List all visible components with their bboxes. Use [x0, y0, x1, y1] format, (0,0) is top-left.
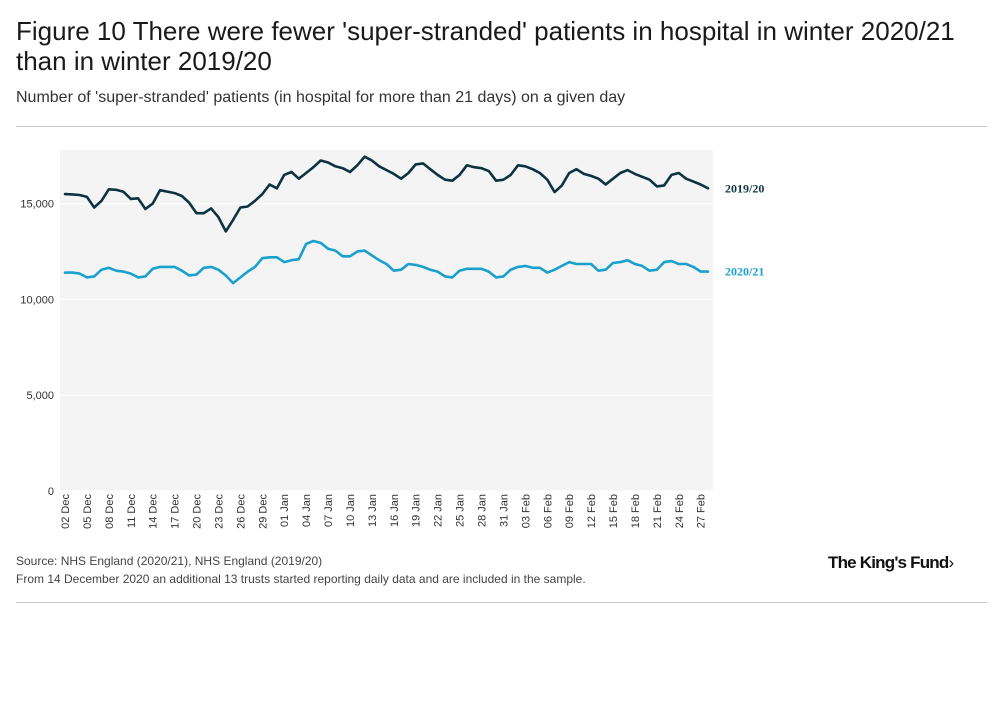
x-tick-label: 09 Feb	[564, 494, 576, 528]
source-note: Source: NHS England (2020/21), NHS Engla…	[16, 552, 586, 588]
x-tick-label: 21 Feb	[652, 494, 664, 528]
series-lines	[63, 155, 710, 285]
x-tick-label: 28 Jan	[476, 494, 488, 527]
chart-title: Figure 10 There were fewer 'super-strand…	[16, 16, 955, 76]
x-tick-label: 15 Feb	[608, 494, 620, 528]
x-tick-label: 31 Jan	[498, 494, 510, 527]
x-tick-label: 24 Feb	[674, 494, 686, 528]
x-tick-label: 03 Feb	[520, 494, 532, 528]
chart-subtitle: Number of 'super-stranded' patients (in …	[16, 89, 626, 106]
x-tick-label: 07 Jan	[323, 494, 335, 527]
y-tick-label: 5,000	[26, 390, 54, 402]
series-labels: 2019/20 2020/21	[725, 181, 764, 278]
x-tick-label: 08 Dec	[104, 494, 116, 529]
x-tick-label: 04 Jan	[301, 494, 313, 527]
series-line-2019-20	[63, 155, 710, 233]
footnote-line: From 14 December 2020 an additional 13 t…	[16, 572, 586, 586]
series-label-2019-20: 2019/20	[725, 181, 764, 195]
plot-area	[60, 150, 713, 491]
x-tick-label: 14 Dec	[148, 494, 160, 529]
x-tick-label: 16 Jan	[389, 494, 401, 527]
series-label-2020-21: 2020/21	[725, 265, 764, 279]
y-tick-label: 10,000	[20, 294, 54, 306]
x-tick-label: 19 Jan	[411, 494, 423, 527]
x-tick-label: 01 Jan	[279, 494, 291, 527]
source-line: Source: NHS England (2020/21), NHS Engla…	[16, 554, 323, 568]
x-tick-label: 05 Dec	[82, 494, 94, 529]
x-tick-label: 06 Feb	[542, 494, 554, 528]
x-tick-label: 17 Dec	[170, 494, 182, 529]
x-axis: 02 Dec 05 Dec 08 Dec 11 Dec 14 Dec 17 Dec 20 D…	[60, 494, 708, 529]
y-axis: 0 5,000 10,000 15,000	[20, 199, 54, 498]
x-tick-label: 12 Feb	[586, 494, 598, 528]
logo-arrow-icon: ›	[948, 553, 954, 572]
x-tick-label: 10 Jan	[345, 494, 357, 527]
series-line-2020-21	[63, 239, 710, 285]
x-tick-label: 11 Dec	[126, 494, 138, 529]
x-tick-label: 29 Dec	[257, 494, 269, 529]
logo-text: The King's Fund	[828, 553, 949, 572]
x-tick-label: 25 Jan	[455, 494, 467, 527]
line-chart: 0 5,000 10,000 15,000 02 Dec 05 Dec 08 Dec 11 …	[20, 150, 764, 529]
y-tick-label: 15,000	[20, 199, 54, 211]
x-tick-label: 23 Dec	[213, 494, 225, 529]
bottom-divider	[16, 602, 987, 603]
x-tick-label: 02 Dec	[60, 494, 72, 529]
x-tick-label: 22 Jan	[433, 494, 445, 527]
x-tick-label: 27 Feb	[696, 494, 708, 528]
gridlines	[60, 203, 713, 492]
x-tick-label: 26 Dec	[235, 494, 247, 529]
x-tick-label: 13 Jan	[367, 494, 379, 527]
x-tick-label: 18 Feb	[630, 494, 642, 528]
kings-fund-logo[interactable]: The King's Fund›	[828, 553, 954, 573]
y-tick-label: 0	[48, 486, 54, 498]
top-divider	[16, 126, 987, 127]
x-tick-label: 20 Dec	[192, 494, 204, 529]
